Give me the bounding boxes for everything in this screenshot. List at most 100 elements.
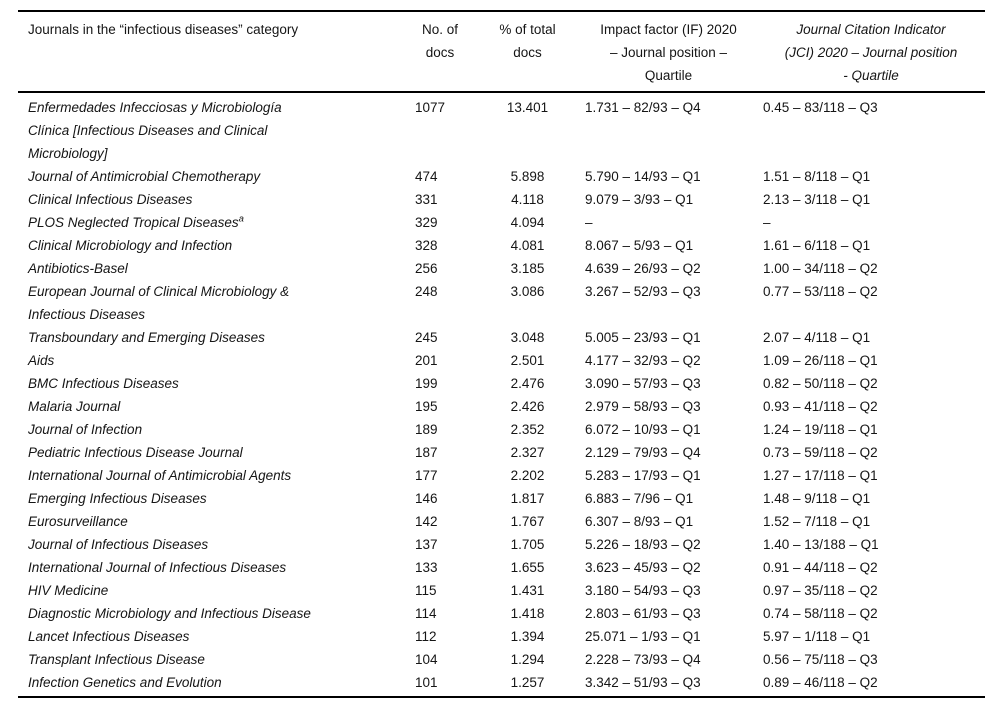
docs-count-cell: 329 [415, 215, 438, 230]
journal-name-cell: European Journal of Clinical Microbiolog… [28, 284, 290, 322]
impact-factor-cell: 1.731 – 82/93 – Q4 [585, 100, 701, 115]
header-pct-of-total-docs: % of total docs [475, 11, 580, 93]
impact-factor-cell: 9.079 – 3/93 – Q1 [585, 192, 694, 207]
jci-cell: 0.74 – 58/118 – Q2 [763, 606, 878, 621]
jci-cell: 1.52 – 7/118 – Q1 [763, 514, 871, 529]
jci-cell: 0.56 – 75/118 – Q3 [763, 652, 878, 667]
impact-factor-cell: 3.180 – 54/93 – Q3 [585, 583, 701, 598]
table-row: Aids 201 2.501 4.177 – 32/93 – Q2 1.09 – 26/… [18, 349, 985, 372]
journal-name-cell: Journal of Antimicrobial Chemotherapy [28, 169, 261, 184]
journal-name-cell: Emerging Infectious Diseases [28, 491, 207, 506]
pct-of-docs-cell: 13.401 [506, 100, 549, 115]
pct-of-docs-cell: 4.094 [510, 215, 545, 230]
header-no-of-docs: No. of docs [405, 11, 475, 93]
pct-of-docs-cell: 1.257 [510, 675, 545, 690]
impact-factor-cell: 3.267 – 52/93 – Q3 [585, 284, 701, 299]
impact-factor-cell: 6.307 – 8/93 – Q1 [585, 514, 694, 529]
docs-count-cell: 331 [415, 192, 438, 207]
impact-factor-cell: 4.639 – 26/93 – Q2 [585, 261, 701, 276]
docs-count-cell: 114 [415, 606, 437, 621]
table-row: Malaria Journal 195 2.426 2.979 – 58/93 – Q… [18, 395, 985, 418]
pct-of-docs-cell: 2.426 [510, 399, 545, 414]
impact-factor-cell: 2.803 – 61/93 – Q3 [585, 606, 701, 621]
journal-name-cell: Clinical Microbiology and Infection [28, 238, 233, 253]
table-row: Diagnostic Microbiology and Infectious D… [18, 602, 985, 625]
journals-table-container: Journals in the “infectious diseases” ca… [18, 10, 985, 698]
docs-count-cell: 133 [415, 560, 438, 575]
pct-of-docs-cell: 1.394 [510, 629, 545, 644]
impact-factor-cell: 6.883 – 7/96 – Q1 [585, 491, 694, 506]
table-row: Lancet Infectious Diseases 112 1.394 25.071… [18, 625, 985, 648]
jci-cell: 0.82 – 50/118 – Q2 [763, 376, 878, 391]
impact-factor-cell: 3.342 – 51/93 – Q3 [585, 675, 701, 690]
jci-cell: 1.24 – 19/118 – Q1 [763, 422, 878, 437]
journal-name-cell: Eurosurveillance [28, 514, 128, 529]
journal-name-cell: Transboundary and Emerging Diseases [28, 330, 265, 345]
journal-name-cell: BMC Infectious Diseases [28, 376, 179, 391]
journals-table: Journals in the “infectious diseases” ca… [18, 10, 985, 698]
docs-count-cell: 189 [415, 422, 438, 437]
pct-of-docs-cell: 1.655 [510, 560, 545, 575]
pct-of-docs-cell: 4.118 [511, 192, 544, 207]
docs-count-cell: 146 [415, 491, 438, 506]
impact-factor-cell: 8.067 – 5/93 – Q1 [585, 238, 694, 253]
pct-of-docs-cell: 2.327 [510, 445, 545, 460]
pct-of-docs-cell: 4.081 [510, 238, 545, 253]
pct-of-docs-cell: 1.418 [510, 606, 545, 621]
pct-of-docs-cell: 2.501 [510, 353, 545, 368]
docs-count-cell: 201 [415, 353, 438, 368]
jci-cell: 1.48 – 9/118 – Q1 [763, 491, 871, 506]
pct-of-docs-cell: 1.431 [510, 583, 545, 598]
docs-count-cell: 142 [415, 514, 438, 529]
journal-name-cell: Journal of Infectious Diseases [28, 537, 209, 552]
jci-cell: 1.27 – 17/118 – Q1 [763, 468, 878, 483]
docs-count-cell: 112 [415, 629, 437, 644]
header-journal-category: Journals in the “infectious diseases” ca… [18, 11, 405, 93]
docs-count-cell: 328 [415, 238, 438, 253]
table-row: International Journal of Infectious Dise… [18, 556, 985, 579]
table-row: Infection Genetics and Evolution 101 1.257… [18, 671, 985, 697]
impact-factor-cell: 2.979 – 58/93 – Q3 [585, 399, 701, 414]
jci-cell: 0.97 – 35/118 – Q2 [763, 583, 878, 598]
jci-cell: 0.89 – 46/118 – Q2 [763, 675, 878, 690]
impact-factor-cell: – [585, 215, 593, 230]
table-row: Antibiotics-Basel 256 3.185 4.639 – 26/93 –… [18, 257, 985, 280]
docs-count-cell: 177 [415, 468, 438, 483]
pct-of-docs-cell: 1.705 [510, 537, 545, 552]
header-journal-citation-indicator: Journal Citation Indicator (JCI) 2020 – … [757, 11, 985, 93]
table-row: Journal of Infection 189 2.352 6.072 – 10/9… [18, 418, 985, 441]
jci-cell: 1.00 – 34/118 – Q2 [763, 261, 878, 276]
jci-cell: 0.91 – 44/118 – Q2 [763, 560, 878, 575]
jci-cell: 1.61 – 6/118 – Q1 [763, 238, 871, 253]
docs-count-cell: 245 [415, 330, 438, 345]
impact-factor-cell: 2.129 – 79/93 – Q4 [585, 445, 701, 460]
table-row: Enfermedades Infecciosas y Microbiología… [18, 92, 985, 165]
table-row: European Journal of Clinical Microbiolog… [18, 280, 985, 326]
jci-cell: – [763, 215, 771, 230]
journal-name-cell: International Journal of Infectious Dise… [28, 560, 287, 575]
jci-cell: 5.97 – 1/118 – Q1 [763, 629, 871, 644]
docs-count-cell: 256 [415, 261, 438, 276]
impact-factor-cell: 3.090 – 57/93 – Q3 [585, 376, 701, 391]
jci-cell: 0.93 – 41/118 – Q2 [763, 399, 878, 414]
pct-of-docs-cell: 1.767 [510, 514, 545, 529]
table-row: Transplant Infectious Disease 104 1.294 2.2… [18, 648, 985, 671]
docs-count-cell: 101 [415, 675, 438, 690]
pct-of-docs-cell: 3.086 [510, 284, 545, 299]
jci-cell: 2.07 – 4/118 – Q1 [763, 330, 871, 345]
journal-name-cell: Pediatric Infectious Disease Journal [28, 445, 243, 460]
docs-count-cell: 248 [415, 284, 438, 299]
journal-name-cell: Enfermedades Infecciosas y Microbiología… [28, 100, 282, 161]
journal-name-cell: HIV Medicine [28, 583, 109, 598]
header-row: Journals in the “infectious diseases” ca… [18, 11, 985, 93]
docs-count-cell: 137 [415, 537, 438, 552]
jci-cell: 2.13 – 3/118 – Q1 [763, 192, 871, 207]
jci-cell: 0.77 – 53/118 – Q2 [763, 284, 878, 299]
table-row: Clinical Infectious Diseases 331 4.118 9.07… [18, 188, 985, 211]
pct-of-docs-cell: 2.352 [510, 422, 545, 437]
docs-count-cell: 195 [415, 399, 438, 414]
journal-name-cell: Lancet Infectious Diseases [28, 629, 190, 644]
journal-name-cell: International Journal of Antimicrobial A… [28, 468, 292, 483]
jci-cell: 1.09 – 26/118 – Q1 [763, 353, 878, 368]
impact-factor-cell: 25.071 – 1/93 – Q1 [585, 629, 701, 644]
